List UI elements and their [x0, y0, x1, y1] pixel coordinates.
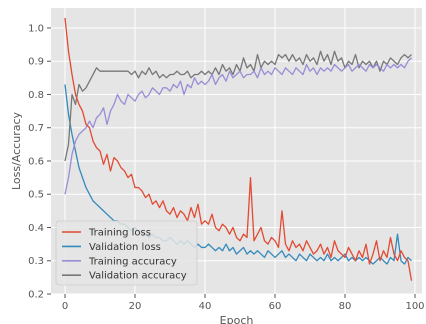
legend-label: Training accuracy [88, 256, 177, 267]
x-tick-label: 60 [269, 301, 282, 312]
legend: Training loss Validation loss Training acc… [55, 220, 198, 286]
x-axis: 0 20 40 60 80 100 [62, 294, 425, 312]
y-tick-label: 0.8 [28, 90, 44, 101]
y-tick-label: 1.0 [28, 23, 44, 34]
y-tick-label: 0.6 [28, 156, 44, 167]
x-tick-label: 0 [62, 301, 68, 312]
x-tick-label: 100 [405, 301, 424, 312]
series-line-training-loss [64, 17, 413, 281]
series-line-training-accuracy [64, 57, 412, 195]
legend-box [55, 220, 198, 286]
legend-label: Training loss [88, 228, 151, 239]
y-tick-label: 0.4 [28, 223, 44, 234]
y-tick-label: 0.9 [28, 57, 44, 68]
y-axis: 0.2 0.3 0.4 0.5 0.6 0.7 0.8 0.9 1.0 [28, 23, 51, 301]
y-tick-label: 0.3 [28, 256, 44, 267]
y-tick-label: 0.5 [28, 190, 44, 201]
legend-label: Validation loss [89, 242, 161, 253]
series-line-validation-accuracy [64, 50, 412, 162]
x-axis-label: Epoch [220, 314, 254, 324]
y-tick-label: 0.7 [28, 123, 44, 134]
x-tick-label: 20 [129, 301, 142, 312]
y-axis-label: Loss/Accuracy [10, 111, 23, 190]
y-tick-label: 0.2 [28, 290, 44, 301]
x-tick-label: 80 [339, 301, 352, 312]
x-tick-label: 40 [199, 301, 212, 312]
legend-label: Validation accuracy [89, 271, 187, 282]
